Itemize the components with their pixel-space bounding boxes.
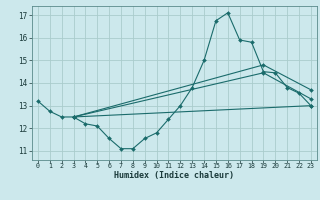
- X-axis label: Humidex (Indice chaleur): Humidex (Indice chaleur): [115, 171, 234, 180]
